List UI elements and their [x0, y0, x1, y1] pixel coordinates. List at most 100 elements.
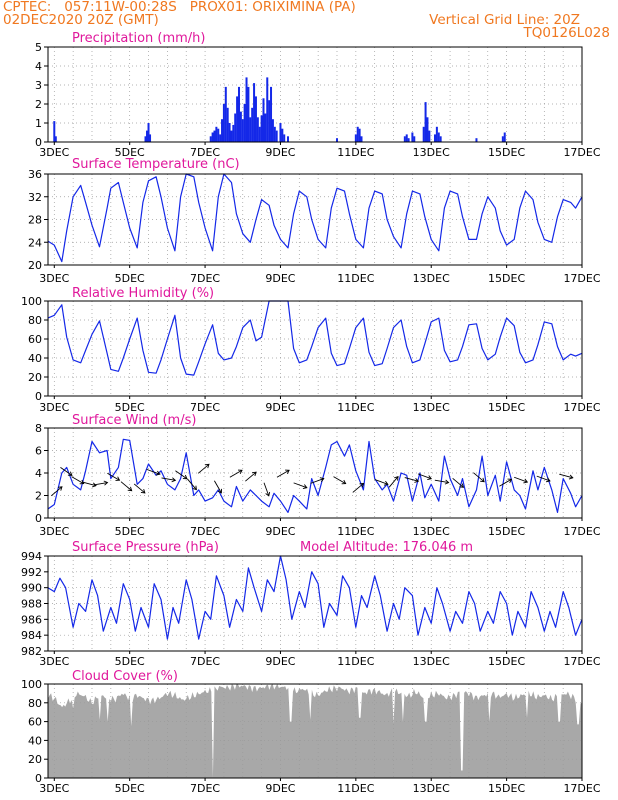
y-tick-label: 0 — [35, 136, 42, 149]
wind-arrow — [293, 482, 307, 489]
wind-arrow-head — [302, 484, 308, 489]
precip-bar — [260, 115, 263, 142]
precip-bar — [245, 77, 248, 142]
precip-bar — [358, 128, 361, 142]
precip-bar — [232, 124, 235, 142]
y-tick-label: 28 — [28, 214, 42, 227]
precip-bar — [360, 136, 363, 142]
x-tick-label: 5DEC — [115, 146, 145, 159]
precip-bar — [211, 132, 214, 142]
wind-arrow-head — [523, 478, 529, 484]
x-tick-label: 15DEC — [488, 401, 525, 414]
precip-bar — [264, 113, 267, 142]
x-tick-label: 17DEC — [563, 655, 600, 668]
header-date-line: 02DEC2020 20Z (GMT) — [3, 12, 159, 28]
series-line — [47, 555, 583, 640]
y-tick-label: 0 — [35, 772, 42, 785]
x-tick-label: 5DEC — [115, 272, 145, 285]
x-tick-label: 7DEC — [190, 655, 220, 668]
precip-bar — [241, 119, 244, 142]
x-tick-label: 13DEC — [413, 525, 450, 538]
precip-bar — [215, 126, 218, 142]
wind-arrow-head — [252, 471, 257, 477]
wind-arrow — [559, 473, 573, 479]
y-tick-label: 32 — [28, 191, 42, 204]
x-tick-label: 3DEC — [39, 655, 69, 668]
wind-arrow — [107, 472, 120, 481]
wind-arrow — [213, 480, 222, 494]
wind-arrow-head — [265, 491, 271, 497]
y-tick-label: 988 — [21, 598, 42, 611]
precip-bar — [53, 121, 56, 142]
x-tick-label: 7DEC — [190, 272, 220, 285]
series-line — [47, 300, 583, 376]
x-tick-label: 5DEC — [115, 655, 145, 668]
wind-arrow — [452, 477, 464, 488]
wind-arrow — [333, 476, 346, 485]
wind-arrow-head — [155, 470, 161, 476]
x-tick-label: 13DEC — [413, 272, 450, 285]
precip-bar — [149, 134, 152, 142]
x-tick-label: 3DEC — [39, 782, 69, 795]
header-station-line: CPTEC: 057:11W-00:28S PROX01: ORIXIMINA … — [3, 0, 356, 15]
y-tick-label: 60 — [28, 716, 42, 729]
y-tick-label: 3 — [35, 79, 42, 92]
precip-bar — [501, 136, 504, 142]
y-tick-label: 36 — [28, 168, 42, 181]
precip-bar — [422, 126, 425, 142]
x-tick-label: 17DEC — [563, 782, 600, 795]
precip-bar — [219, 134, 222, 142]
wind-arrow — [276, 469, 290, 478]
wind-arrow-head — [127, 486, 133, 492]
panel-5: 0 20 40 60 80 100 3DEC 5DEC 7DEC 9DEC 11DEC 13DEC 15… — [21, 669, 601, 795]
precip-bar — [249, 117, 252, 142]
x-tick-label: 5DEC — [115, 525, 145, 538]
wind-arrow — [93, 482, 108, 486]
x-tick-label: 15DEC — [488, 782, 525, 795]
x-tick-label: 13DEC — [413, 655, 450, 668]
wind-arrow-head — [545, 477, 551, 483]
panel-annotation: Model Altitude: 176.046 m — [300, 540, 473, 555]
x-tick-label: 13DEC — [413, 782, 450, 795]
wind-arrow-head — [171, 477, 177, 483]
y-tick-label: 994 — [21, 550, 42, 563]
wind-arrow-head — [568, 474, 574, 480]
precip-bar — [403, 136, 406, 142]
y-tick-label: 20 — [28, 259, 42, 272]
wind-arrow-head — [359, 482, 365, 488]
wind-arrow — [352, 483, 364, 493]
precip-bar — [262, 98, 265, 142]
wind-arrow-head — [394, 475, 399, 481]
panel-title: Surface Temperature (nC) — [72, 157, 240, 172]
wind-arrow-head — [459, 483, 465, 488]
wind-arrow-head — [79, 479, 85, 485]
wind-arrow-head — [414, 477, 420, 483]
precip-bar — [226, 107, 229, 142]
panel-title: Surface Wind (m/s) — [72, 413, 196, 428]
y-tick-label: 8 — [35, 422, 42, 435]
header-vertical-grid-note: Vertical Grid Line: 20Z — [429, 12, 580, 28]
x-tick-label: 11DEC — [337, 782, 374, 795]
precip-bar — [54, 136, 57, 142]
wind-arrow-head — [319, 477, 325, 483]
panel-1: 20 24 28 32 36 3DEC 5DEC 7DEC 9DEC 11DEC 13DEC 15DE… — [28, 157, 601, 285]
precip-bar — [222, 104, 225, 142]
y-tick-label: 0 — [35, 512, 42, 525]
y-tick-label: 80 — [28, 314, 42, 327]
y-tick-label: 40 — [28, 734, 42, 747]
precip-bar — [270, 86, 273, 142]
precip-bar — [234, 113, 237, 142]
wind-arrow — [310, 478, 324, 484]
panel-frame — [47, 300, 583, 397]
precip-bar — [426, 117, 429, 142]
y-tick-label: 100 — [21, 295, 42, 308]
precip-bar — [281, 128, 284, 142]
wind-arrow-head — [217, 488, 222, 494]
x-tick-label: 17DEC — [563, 146, 600, 159]
x-tick-label: 3DEC — [39, 525, 69, 538]
panel-2: 0 20 40 60 80 100 3DEC 5DEC 7DEC 9DEC 11DEC 13DEC 15… — [21, 286, 601, 414]
precip-bar — [354, 134, 357, 142]
wind-arrow — [133, 483, 146, 494]
precip-bar — [286, 136, 289, 142]
y-tick-label: 990 — [21, 582, 42, 595]
